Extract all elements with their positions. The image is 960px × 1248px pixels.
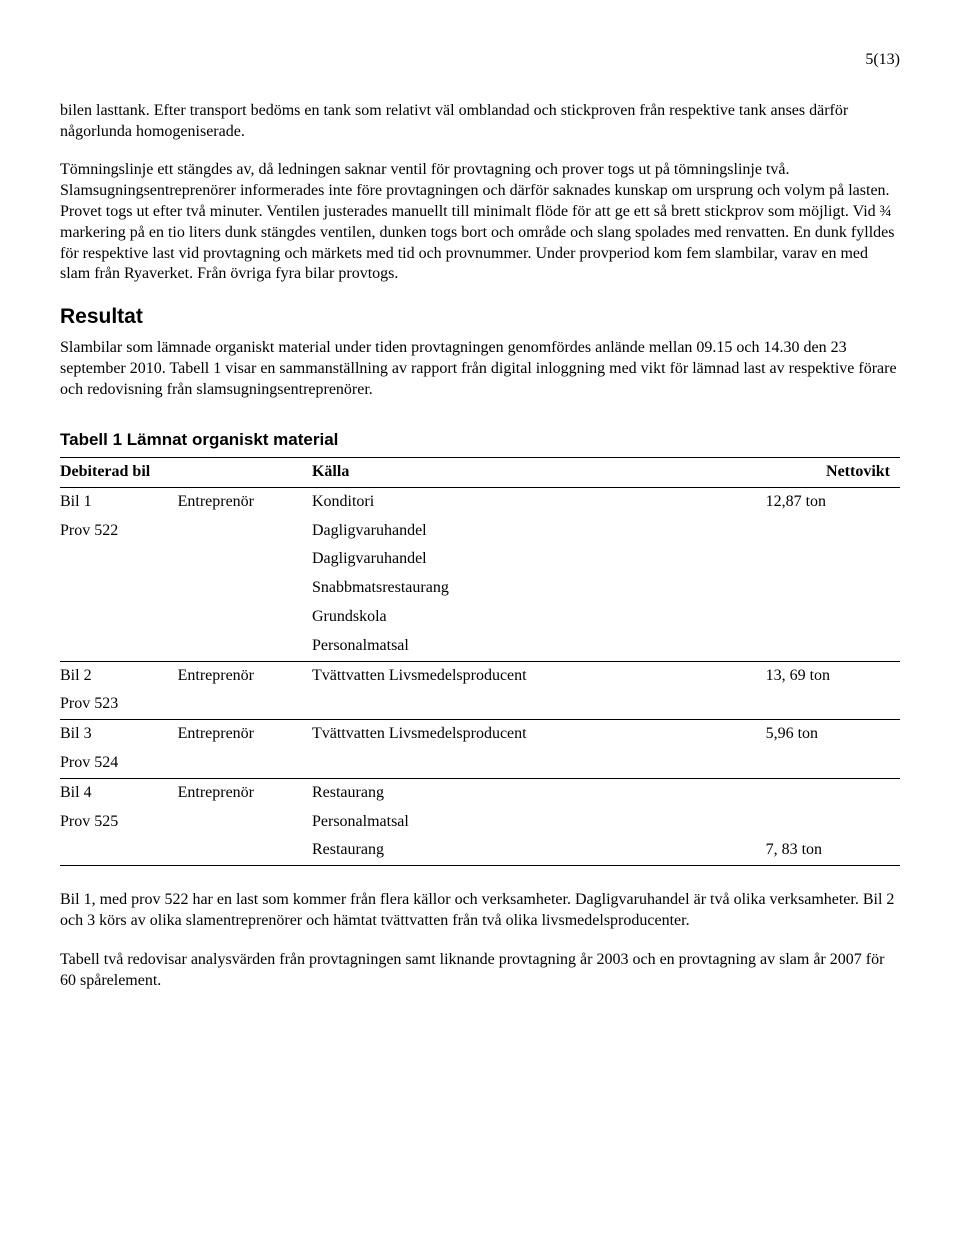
table-row: Grundskola: [60, 603, 900, 632]
table-row: Restaurang7, 83 ton: [60, 836, 900, 865]
table-row: Bil 4EntreprenörRestaurang: [60, 778, 900, 807]
table-row: Bil 2EntreprenörTvättvatten Livsmedelspr…: [60, 661, 900, 690]
header-nettovikt: Nettovikt: [766, 457, 900, 487]
table-cell: Dagligvaruhandel: [312, 517, 766, 546]
table-cell: [178, 749, 312, 778]
table-cell: [766, 574, 900, 603]
table-cell: [766, 545, 900, 574]
table-cell: 12,87 ton: [766, 487, 900, 516]
table-cell: Grundskola: [312, 603, 766, 632]
table-cell: [178, 690, 312, 719]
table-title: Tabell 1 Lämnat organiskt material: [60, 429, 900, 451]
table-row: Prov 524: [60, 749, 900, 778]
table-cell: [60, 836, 178, 865]
page-number: 5(13): [60, 50, 900, 71]
heading-resultat: Resultat: [60, 303, 900, 330]
table-cell: [766, 778, 900, 807]
table-cell: [312, 749, 766, 778]
table-cell: [178, 574, 312, 603]
table-row: Personalmatsal: [60, 632, 900, 661]
table-cell: Tvättvatten Livsmedelsproducent: [312, 661, 766, 690]
table-cell: [60, 574, 178, 603]
table-cell: [312, 690, 766, 719]
table-cell: 13, 69 ton: [766, 661, 900, 690]
table-row: Prov 525 Personalmatsal: [60, 808, 900, 837]
table-cell: [178, 632, 312, 661]
table-cell: Prov 524: [60, 749, 178, 778]
table-cell: [766, 690, 900, 719]
table-cell: Prov 525: [60, 808, 178, 837]
table-cell: [178, 808, 312, 837]
table-cell: [766, 632, 900, 661]
table-cell: [178, 545, 312, 574]
table-cell: [60, 603, 178, 632]
table-cell: Snabbmatsrestaurang: [312, 574, 766, 603]
organic-material-table: Debiterad bil Källa Nettovikt Bil 1Entre…: [60, 457, 900, 866]
table-cell: Dagligvaruhandel: [312, 545, 766, 574]
table-cell: Entreprenör: [178, 661, 312, 690]
table-cell: [178, 603, 312, 632]
table-cell: [766, 517, 900, 546]
table-cell: [60, 632, 178, 661]
table-cell: [178, 517, 312, 546]
paragraph-3: Slambilar som lämnade organiskt material…: [60, 338, 900, 400]
table-row: Dagligvaruhandel: [60, 545, 900, 574]
table-cell: Prov 523: [60, 690, 178, 719]
table-cell: Bil 3: [60, 720, 178, 749]
paragraph-5: Tabell två redovisar analysvärden från p…: [60, 950, 900, 992]
table-row: Snabbmatsrestaurang: [60, 574, 900, 603]
table-row: Prov 522 Dagligvaruhandel: [60, 517, 900, 546]
table-cell: 5,96 ton: [766, 720, 900, 749]
paragraph-1: bilen lasttank. Efter transport bedöms e…: [60, 101, 900, 143]
header-kalla: Källa: [312, 457, 766, 487]
table-cell: [60, 545, 178, 574]
table-cell: Prov 522: [60, 517, 178, 546]
paragraph-2: Tömningslinje ett stängdes av, då lednin…: [60, 160, 900, 285]
table-cell: Entreprenör: [178, 487, 312, 516]
table-cell: Entreprenör: [178, 720, 312, 749]
table-cell: Personalmatsal: [312, 632, 766, 661]
table-cell: [766, 603, 900, 632]
table-cell: [766, 749, 900, 778]
header-debiterad-bil: Debiterad bil: [60, 457, 312, 487]
table-cell: Konditori: [312, 487, 766, 516]
paragraph-4: Bil 1, med prov 522 har en last som komm…: [60, 890, 900, 932]
table-cell: Tvättvatten Livsmedelsproducent: [312, 720, 766, 749]
table-cell: Bil 1: [60, 487, 178, 516]
table-cell: Personalmatsal: [312, 808, 766, 837]
table-row: Bil 1EntreprenörKonditori12,87 ton: [60, 487, 900, 516]
table-cell: Restaurang: [312, 778, 766, 807]
table-header-row: Debiterad bil Källa Nettovikt: [60, 457, 900, 487]
table-cell: Bil 4: [60, 778, 178, 807]
table-row: Prov 523: [60, 690, 900, 719]
table-cell: [178, 836, 312, 865]
table-cell: Entreprenör: [178, 778, 312, 807]
table-cell: 7, 83 ton: [766, 836, 900, 865]
table-cell: [766, 808, 900, 837]
table-cell: Bil 2: [60, 661, 178, 690]
table-cell: Restaurang: [312, 836, 766, 865]
table-row: Bil 3Entreprenör Tvättvatten Livsmedelsp…: [60, 720, 900, 749]
